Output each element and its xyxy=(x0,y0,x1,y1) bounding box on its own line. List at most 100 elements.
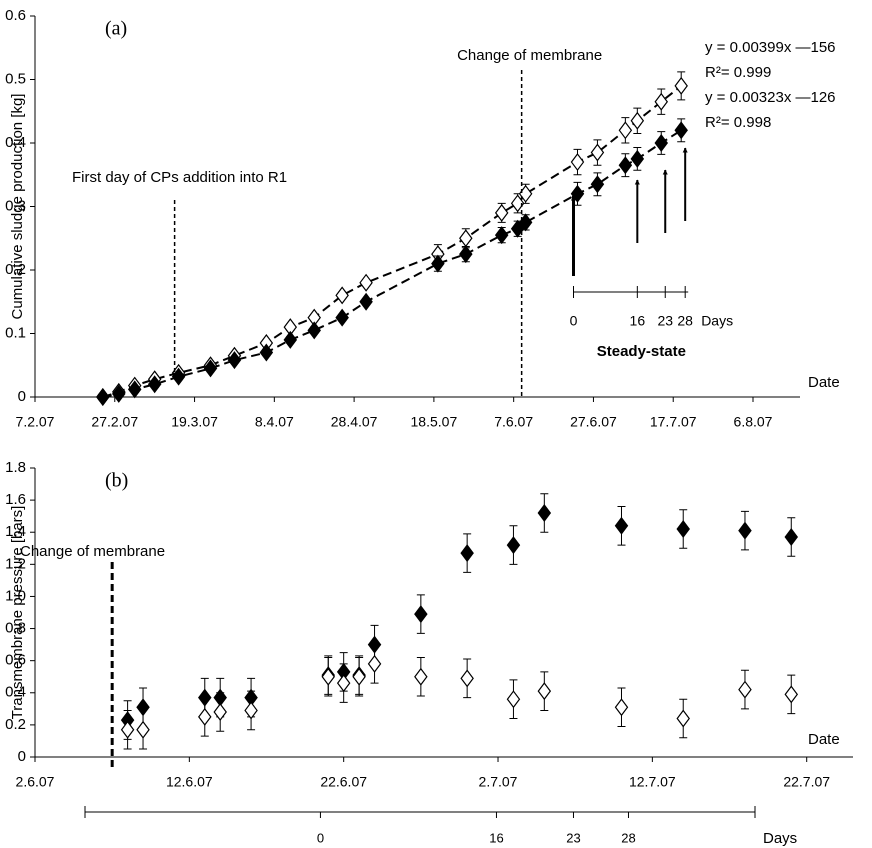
membrane-change-label: Change of membrane xyxy=(20,543,165,560)
fit-r2: R²= 0.999 xyxy=(705,64,771,81)
x-tick-label: 27.6.07 xyxy=(570,414,617,430)
y-tick-label: 1.6 xyxy=(5,491,26,508)
data-point xyxy=(367,654,382,673)
x-tick-label: 19.3.07 xyxy=(171,414,218,430)
panel-title: (b) xyxy=(105,470,128,492)
data-point xyxy=(335,286,349,305)
data-point xyxy=(431,254,445,273)
days-tick-label: 16 xyxy=(630,313,646,329)
data-point xyxy=(676,709,690,728)
y-tick-label: 0.2 xyxy=(5,261,26,278)
days-tick-label: 16 xyxy=(489,830,503,845)
x-tick-label: 27.2.07 xyxy=(91,414,138,430)
data-point xyxy=(198,707,212,726)
data-point xyxy=(459,229,473,248)
data-point xyxy=(784,685,799,704)
data-point xyxy=(127,380,142,399)
data-point xyxy=(460,544,474,563)
x-tick-label: 7.2.07 xyxy=(16,414,55,430)
data-point xyxy=(654,92,669,111)
y-tick-label: 0.6 xyxy=(5,7,26,24)
y-tick-label: 0 xyxy=(18,748,26,765)
y-tick-label: 0.6 xyxy=(5,652,26,669)
data-point xyxy=(259,343,274,362)
data-point xyxy=(359,273,373,292)
y-tick-label: 1.0 xyxy=(5,587,26,604)
data-point xyxy=(614,698,629,717)
data-point xyxy=(112,384,126,403)
data-point xyxy=(630,149,645,168)
data-point xyxy=(459,245,473,264)
days-tick-label: 23 xyxy=(566,830,580,845)
x-tick-label: 12.7.07 xyxy=(629,774,676,790)
data-point xyxy=(630,111,645,130)
data-point xyxy=(590,143,605,162)
x-tick-label: 17.7.07 xyxy=(650,414,697,430)
data-point xyxy=(352,667,366,686)
days-tick-label: 23 xyxy=(657,313,673,329)
x-tick-label: 2.7.07 xyxy=(479,774,518,790)
data-point xyxy=(414,667,428,686)
x-axis-label: Date xyxy=(808,374,840,391)
days-tick-label: 0 xyxy=(317,830,324,845)
days-tick-label: 0 xyxy=(570,313,578,329)
x-tick-label: 22.7.07 xyxy=(783,774,830,790)
data-point xyxy=(244,701,258,720)
y-tick-label: 1.4 xyxy=(5,523,26,540)
data-point xyxy=(494,203,509,222)
data-point xyxy=(537,682,552,701)
data-point xyxy=(359,292,373,311)
data-point xyxy=(784,528,799,547)
data-point xyxy=(203,359,218,378)
y-tick-label: 0.4 xyxy=(5,684,26,701)
days-label: Days xyxy=(701,313,733,329)
data-point xyxy=(336,674,351,693)
data-point xyxy=(510,194,525,213)
y-tick-label: 1.2 xyxy=(5,555,26,572)
fit-equation: y = 0.00323x —126 xyxy=(705,89,836,106)
data-point xyxy=(120,720,135,739)
fit-r2: R²= 0.998 xyxy=(705,114,771,131)
data-point xyxy=(307,321,321,340)
data-point xyxy=(335,308,349,327)
x-axis-label: Date xyxy=(808,731,840,748)
data-point xyxy=(136,720,150,739)
x-tick-label: 7.6.07 xyxy=(494,414,533,430)
data-point xyxy=(321,667,335,686)
y-tick-label: 0.5 xyxy=(5,70,26,87)
x-tick-label: 12.6.07 xyxy=(166,774,213,790)
data-point xyxy=(590,175,605,194)
data-point xyxy=(414,605,428,624)
panel-title: (a) xyxy=(105,18,127,40)
x-tick-label: 28.4.07 xyxy=(331,414,378,430)
membrane-change-label: Change of membrane xyxy=(457,47,602,64)
data-point xyxy=(227,351,242,370)
y-tick-label: 0.8 xyxy=(5,620,26,637)
days-tick-label: 28 xyxy=(677,313,693,329)
y-axis-label: Transmembrane pressure [bars] xyxy=(9,506,26,720)
data-point xyxy=(738,521,752,540)
x-tick-label: 6.8.07 xyxy=(734,414,773,430)
x-tick-label: 18.5.07 xyxy=(411,414,458,430)
y-tick-label: 1.8 xyxy=(5,459,26,476)
x-tick-label: 8.4.07 xyxy=(255,414,294,430)
data-point xyxy=(147,375,162,394)
data-point xyxy=(654,134,669,152)
y-axis-label: Cumulative sludge production [kg] xyxy=(9,94,26,320)
steady-state-label: Steady-state xyxy=(597,343,686,360)
y-tick-label: 0.2 xyxy=(5,716,26,733)
data-point xyxy=(674,121,688,140)
y-tick-label: 0 xyxy=(18,388,26,405)
data-point xyxy=(537,503,552,522)
data-point xyxy=(506,690,521,709)
x-tick-label: 2.6.07 xyxy=(16,774,55,790)
y-tick-label: 0.3 xyxy=(5,197,26,214)
cp-label: First day of CPs addition into R1 xyxy=(72,169,287,186)
x-tick-label: 22.6.07 xyxy=(320,774,367,790)
data-point xyxy=(618,156,633,175)
data-point xyxy=(618,121,633,140)
data-point xyxy=(738,680,752,699)
data-point xyxy=(494,226,509,245)
days-label: Days xyxy=(763,830,797,847)
